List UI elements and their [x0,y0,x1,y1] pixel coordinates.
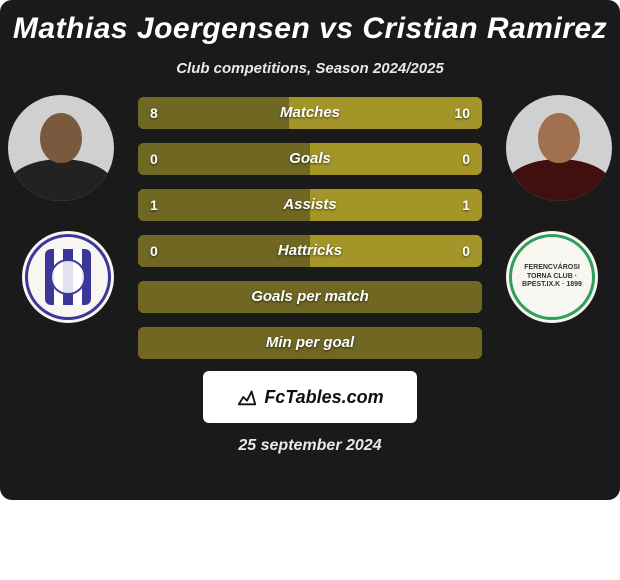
stat-value-right: 0 [462,235,470,267]
brand-text: FcTables.com [264,387,383,408]
stat-bars: Matches810Goals00Assists11Hattricks00Goa… [138,97,482,373]
brand-icon [236,386,258,408]
stat-row: Goals per match [138,281,482,313]
club-badge-left [22,231,114,323]
stat-value-left: 8 [150,97,158,129]
player-right-avatar [506,95,612,201]
stat-label: Goals [138,143,482,175]
stat-row: Hattricks0 0 [138,235,482,267]
stat-value-right: 10 [454,97,470,129]
stat-label: Matches [138,97,482,129]
stat-row: Matches8 10 [138,97,482,129]
brand-pill: FcTables.com [203,371,417,423]
stat-value-left: 1 [150,189,158,221]
avatar-head [538,113,580,163]
page-title: Mathias Joergensen vs Cristian Ramirez [0,8,620,46]
stat-value-left: 0 [150,143,158,175]
stat-row: Goals0 0 [138,143,482,175]
badge-ring [509,234,595,320]
avatar-shoulders [8,159,114,201]
avatar-head [40,113,82,163]
stat-value-right: 1 [462,189,470,221]
stat-row: Assists1 1 [138,189,482,221]
date-label: 25 september 2024 [0,437,620,455]
stat-value-right: 0 [462,143,470,175]
club-badge-right: FERENCVÁROSI TORNA CLUB · BPEST.IX.K · 1… [506,231,598,323]
comparison-card: Mathias Joergensen vs Cristian Ramirez C… [0,0,620,500]
badge-crest [50,259,86,295]
stat-label: Hattricks [138,235,482,267]
stat-label: Goals per match [138,281,482,313]
player-left-avatar [8,95,114,201]
subtitle: Club competitions, Season 2024/2025 [0,60,620,77]
avatar-shoulders [506,159,612,201]
stat-row: Min per goal [138,327,482,359]
content-area: FERENCVÁROSI TORNA CLUB · BPEST.IX.K · 1… [0,95,620,365]
stat-label: Min per goal [138,327,482,359]
stat-value-left: 0 [150,235,158,267]
stat-label: Assists [138,189,482,221]
